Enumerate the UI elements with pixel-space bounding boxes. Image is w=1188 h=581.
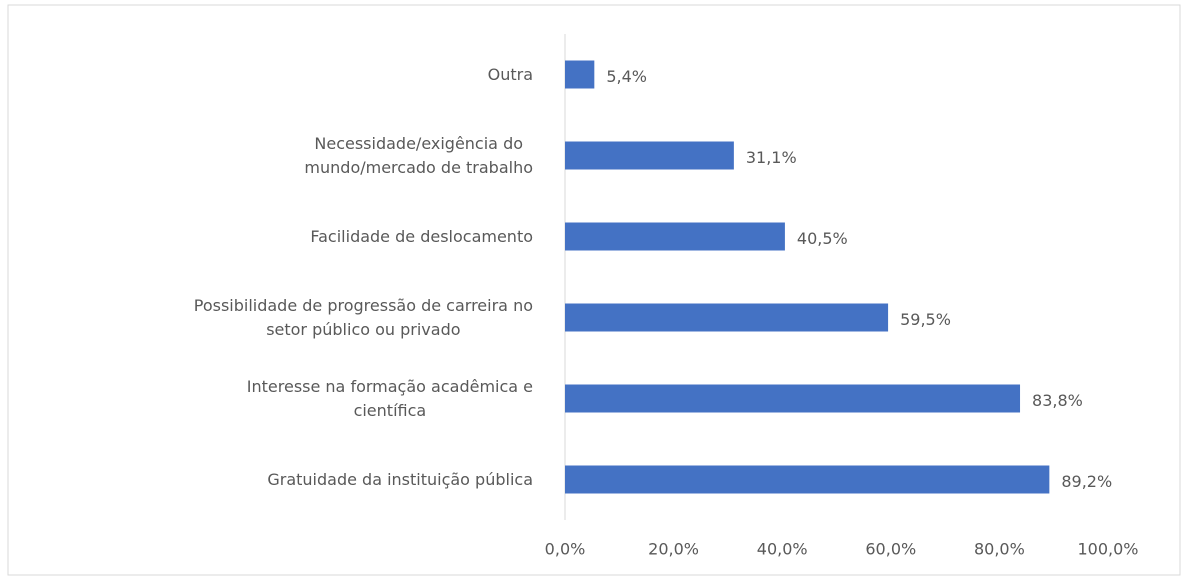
y-tick-label: Possibilidade de progressão de carreira …	[193, 295, 533, 339]
data-label: 83,8%	[1032, 391, 1083, 410]
x-tick-label: 80,0%	[974, 540, 1025, 559]
y-tick-label: Interesse na formação acadêmica e cientí…	[246, 376, 533, 420]
bar	[565, 222, 785, 251]
bar	[565, 303, 889, 332]
bar	[565, 141, 734, 170]
data-label: 59,5%	[900, 310, 951, 329]
x-tick-label: 40,0%	[757, 540, 808, 559]
data-label: 89,2%	[1061, 472, 1112, 491]
data-label: 31,1%	[746, 148, 797, 167]
data-label: 40,5%	[797, 229, 848, 248]
x-tick-label: 20,0%	[648, 540, 699, 559]
chart-border	[7, 4, 1181, 576]
bar	[565, 60, 595, 89]
y-tick-label: Outra	[487, 64, 533, 84]
bar	[565, 465, 1050, 494]
y-tick-label: Facilidade de deslocamento	[310, 226, 533, 246]
bar	[565, 384, 1021, 413]
y-tick-label: Gratuidade da instituição pública	[267, 469, 533, 489]
x-tick-label: 60,0%	[865, 540, 916, 559]
y-tick-label: Necessidade/exigência do mundo/mercado d…	[304, 133, 533, 177]
x-tick-label: 0,0%	[545, 540, 586, 559]
x-tick-label: 100,0%	[1077, 540, 1138, 559]
data-label: 5,4%	[606, 67, 647, 86]
